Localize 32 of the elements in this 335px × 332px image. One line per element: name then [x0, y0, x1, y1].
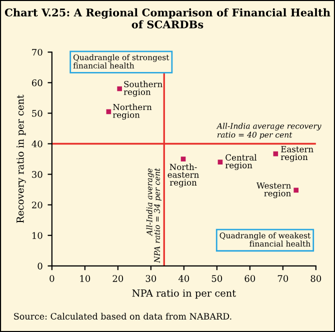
point — [218, 160, 223, 164]
point — [117, 86, 122, 92]
y-axis-title: Recovery ratio in per cent — [16, 94, 26, 223]
point — [273, 151, 278, 156]
chart-title: Chart V.25: A Regional Comparison of Financial Health of SCARDBs — [4, 8, 330, 28]
y-tick-label: 10 — [32, 232, 42, 239]
y-tick-label: 30 — [32, 171, 42, 178]
y-tick-label: 60 — [32, 79, 42, 86]
y-tick-label: 70 — [32, 48, 42, 56]
annotation: Northern region — [112, 104, 152, 120]
y-tick-label: 50 — [32, 110, 42, 117]
x-tick-label: 10 — [80, 275, 90, 282]
x-tick-label: 60 — [244, 275, 256, 282]
point — [180, 156, 186, 162]
x-axis-title: NPA ratio in per cent — [132, 289, 236, 299]
annotation: Central region — [225, 154, 257, 170]
x-tick-label: 40 — [178, 275, 190, 282]
x-tick-label: 0 — [50, 275, 54, 282]
y-tick-label: 20 — [32, 202, 42, 208]
annotation: North-eastern region — [168, 164, 199, 188]
x-tick-label: 50 — [212, 275, 222, 282]
x-tick-label: 70 — [278, 275, 288, 282]
x-tick-label: 80 — [310, 275, 322, 282]
source-note: Source: Calculated based on data from NABARD. — [14, 312, 232, 320]
x-tick-label: 30 — [146, 275, 156, 282]
y-tick-label: 40 — [32, 140, 42, 148]
annotation: Southern region — [124, 80, 162, 97]
annotation: Western region — [256, 182, 291, 198]
y-tick-label: 0 — [38, 262, 42, 270]
point — [294, 188, 299, 193]
annotation: Eastern region — [280, 146, 314, 162]
x-tick-label: 20 — [112, 275, 124, 282]
